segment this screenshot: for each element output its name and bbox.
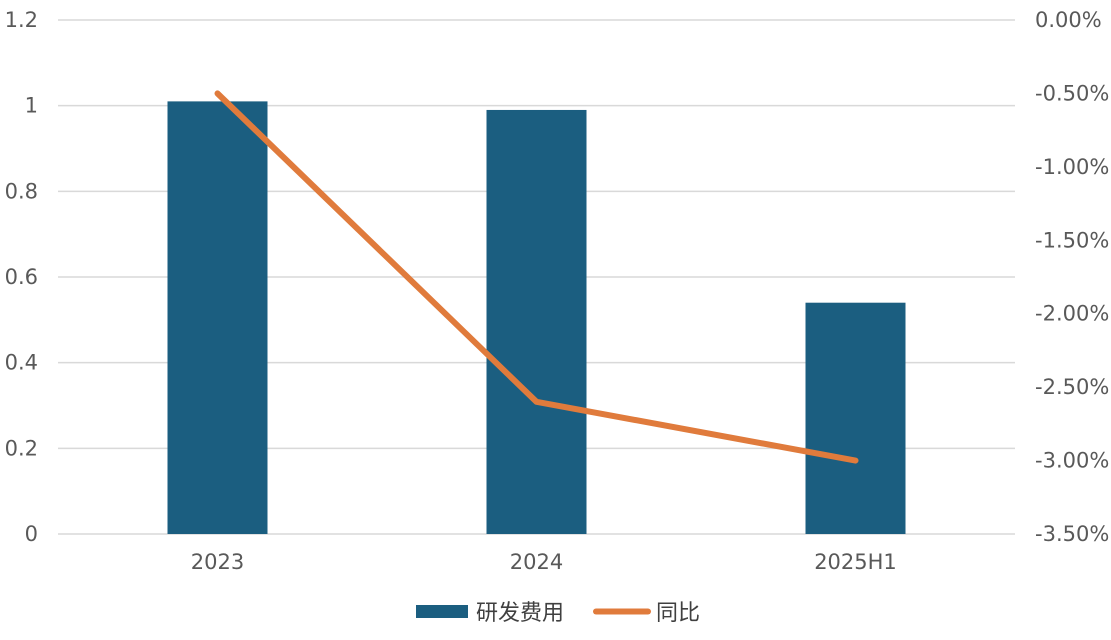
right-axis-tick-label: -1.50%	[1035, 228, 1109, 252]
right-axis-tick-label: -3.50%	[1035, 522, 1109, 546]
left-axis-tick-label: 0.4	[5, 351, 38, 375]
left-y-axis: 0 0.2 0.4 0.6 0.8 1 1.2	[5, 8, 38, 546]
left-axis-tick-label: 0.8	[5, 179, 38, 203]
x-axis-tick-label: 2024	[510, 550, 563, 574]
line-series	[214, 90, 859, 464]
left-axis-tick-label: 0.2	[5, 436, 38, 460]
legend: 研发费用 同比	[416, 601, 700, 626]
left-axis-tick-label: 1	[25, 94, 38, 118]
bar-2025H1	[805, 302, 906, 534]
right-axis-tick-label: -2.00%	[1035, 302, 1109, 326]
bar-2023	[167, 101, 268, 534]
left-axis-tick-label: 1.2	[5, 8, 38, 32]
bar-series	[167, 101, 906, 534]
legend-swatch-bar	[416, 605, 468, 618]
x-axis-tick-label: 2025H1	[814, 550, 897, 574]
bar-2024	[486, 109, 587, 534]
legend-label-bar: 研发费用	[476, 601, 564, 626]
right-axis-tick-label: -2.50%	[1035, 375, 1109, 399]
right-axis-tick-label: -3.00%	[1035, 449, 1109, 473]
right-axis-tick-label: -0.50%	[1035, 81, 1109, 105]
right-y-axis: 0.00% -0.50% -1.00% -1.50% -2.00% -2.50% -3.00…	[1035, 8, 1109, 546]
x-axis: 2023 2024 2025H1	[191, 550, 897, 574]
left-axis-tick-label: 0.6	[5, 265, 38, 289]
legend-label-line: 同比	[656, 601, 700, 626]
left-axis-tick-label: 0	[25, 522, 38, 546]
right-axis-tick-label: -1.00%	[1035, 155, 1109, 179]
x-axis-tick-label: 2023	[191, 550, 244, 574]
right-axis-tick-label: 0.00%	[1035, 8, 1102, 32]
